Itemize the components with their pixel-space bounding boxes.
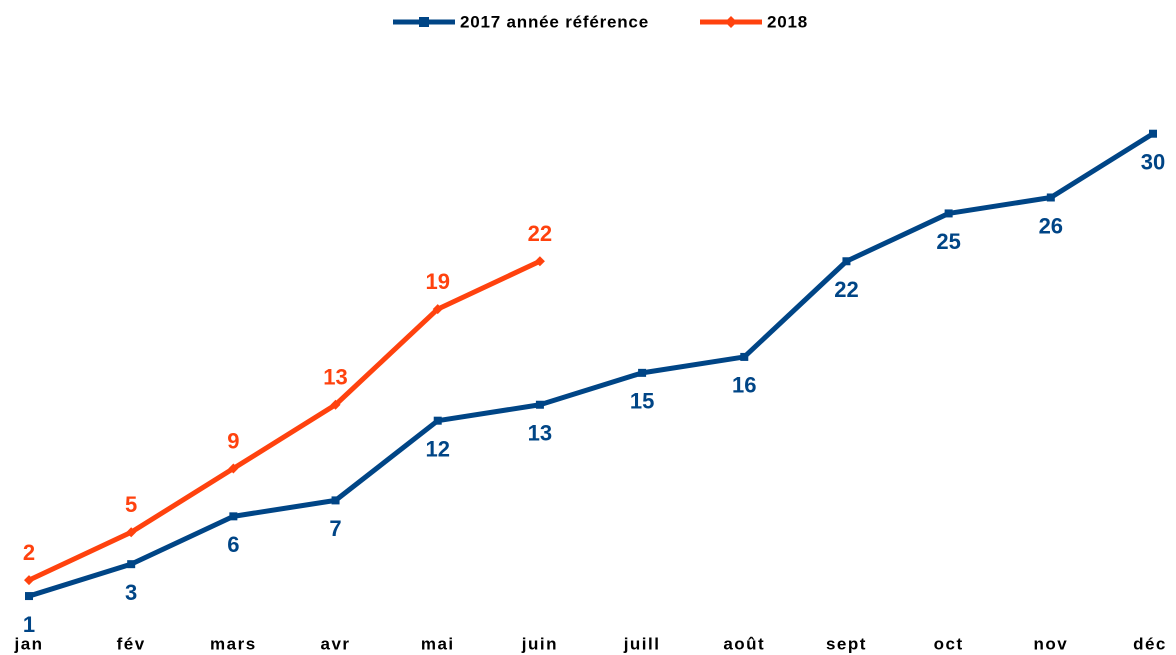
marker xyxy=(330,399,341,410)
marker xyxy=(638,368,647,377)
x-tick-label: nov xyxy=(1033,634,1068,653)
x-tick-label: oct xyxy=(934,634,964,653)
legend-label: 2017 année référence xyxy=(460,12,649,31)
data-label: 25 xyxy=(936,229,960,254)
series-line xyxy=(28,131,1155,599)
marker xyxy=(229,512,238,521)
data-label: 30 xyxy=(1141,150,1165,175)
marker xyxy=(1046,193,1055,202)
marker xyxy=(228,463,239,474)
x-tick-label: jan xyxy=(13,634,43,653)
x-tick-label: mai xyxy=(421,634,455,653)
marker xyxy=(127,560,136,569)
data-label: 1 xyxy=(23,612,35,637)
marker xyxy=(25,592,33,601)
data-label: 15 xyxy=(630,389,654,414)
x-tick-label: août xyxy=(723,634,765,653)
legend-marker xyxy=(725,16,737,28)
data-label: 13 xyxy=(323,365,347,390)
legend-label: 2018 xyxy=(767,12,808,31)
marker xyxy=(1149,129,1157,138)
data-label: 22 xyxy=(834,277,858,302)
data-label: 22 xyxy=(528,221,552,246)
marker xyxy=(331,496,340,505)
marker xyxy=(24,575,34,586)
marker xyxy=(944,209,953,218)
x-tick-label: mars xyxy=(210,634,257,653)
data-label: 13 xyxy=(528,421,552,446)
marker xyxy=(534,256,545,267)
data-label: 5 xyxy=(125,492,137,517)
x-tick-label: juin xyxy=(521,634,558,653)
x-tick-label: avr xyxy=(321,634,351,653)
data-label: 26 xyxy=(1039,213,1063,238)
x-tick-label: sept xyxy=(826,634,867,653)
data-label: 9 xyxy=(227,428,239,453)
data-label: 7 xyxy=(329,516,341,541)
marker xyxy=(126,527,137,538)
data-label: 12 xyxy=(425,436,449,461)
x-tick-label: juill xyxy=(623,634,661,653)
legend-marker xyxy=(419,17,429,27)
data-label: 6 xyxy=(227,532,239,557)
marker xyxy=(432,304,443,315)
marker xyxy=(433,416,442,425)
x-tick-label: déc xyxy=(1133,634,1167,653)
data-label: 2 xyxy=(23,540,35,565)
data-label: 16 xyxy=(732,373,756,398)
data-label: 3 xyxy=(125,580,137,605)
series-line xyxy=(27,258,541,583)
data-label: 19 xyxy=(425,269,449,294)
marker xyxy=(740,352,749,361)
marker xyxy=(535,400,544,409)
x-tick-label: fév xyxy=(117,634,146,653)
marker xyxy=(842,257,851,266)
